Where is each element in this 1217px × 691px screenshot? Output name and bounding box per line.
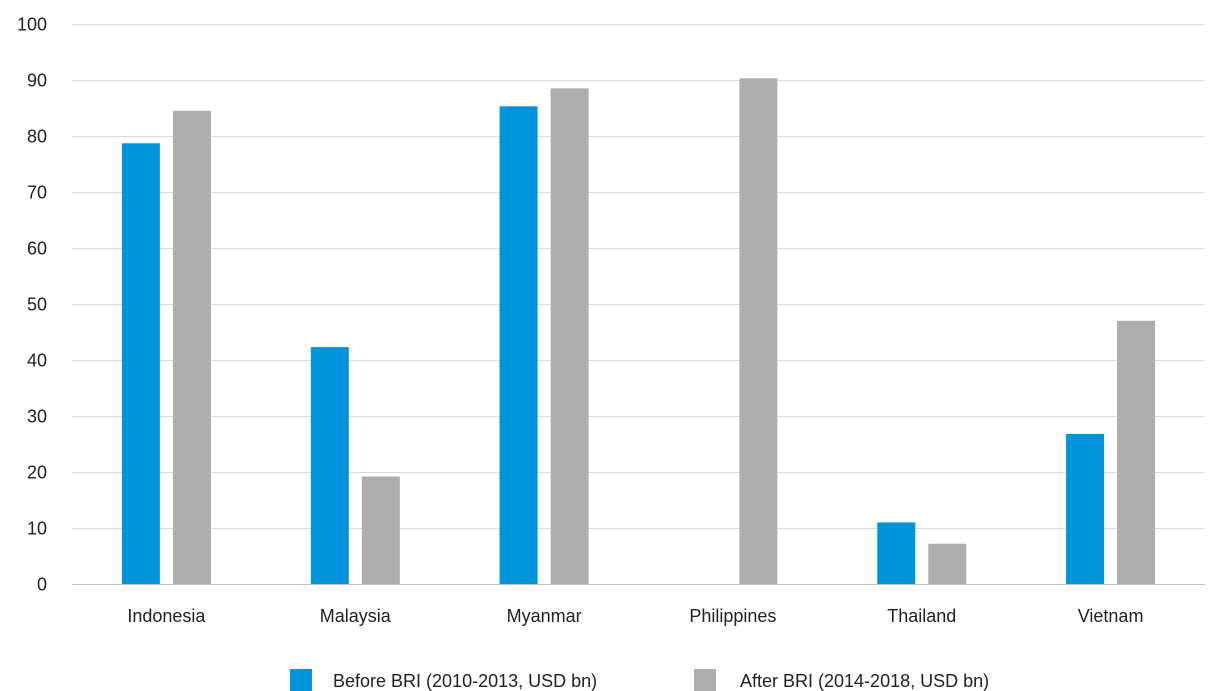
y-tick-label: 0 [37,575,47,595]
y-tick-label: 10 [27,519,47,539]
x-tick-label: Malaysia [320,606,392,626]
x-axis: Indonesia Malaysia Myanmar Philippines Thail… [127,606,1143,626]
legend-swatch [290,669,312,691]
y-tick-label: 30 [27,407,47,427]
bar-thailand-after [928,543,967,584]
x-tick-label: Philippines [689,606,776,626]
legend-label: After BRI (2014-2018, USD bn) [740,671,989,691]
bar-malaysia-after [361,476,400,584]
x-tick-label: Thailand [887,606,956,626]
bar-malaysia-before [310,347,349,584]
bar-vietnam-before [1066,433,1105,584]
bar-myanmar-before [499,106,538,585]
y-tick-label: 20 [27,463,47,483]
y-tick-label: 100 [17,15,47,35]
bar-thailand-before [877,522,916,584]
legend-swatch [694,669,716,691]
x-tick-label: Indonesia [127,606,206,626]
x-tick-label: Vietnam [1078,606,1144,626]
bar-vietnam-after [1117,320,1156,584]
y-tick-label: 60 [27,239,47,259]
legend-label: Before BRI (2010-2013, USD bn) [333,671,597,691]
bar-philippines-after [739,78,778,585]
y-tick-label: 50 [27,295,47,315]
y-tick-label: 90 [27,71,47,91]
legend: Before BRI (2010-2013, USD bn) After BRI … [290,669,989,691]
bar-myanmar-after [550,88,589,585]
gridlines [72,24,1205,585]
y-tick-label: 80 [27,127,47,147]
y-tick-label: 70 [27,183,47,203]
bar-indonesia-before [121,143,160,585]
bar-indonesia-after [172,110,211,585]
bars [121,78,1156,585]
y-axis: 0 10 20 30 40 50 60 70 80 90 100 [17,15,47,595]
y-tick-label: 40 [27,351,47,371]
x-tick-label: Myanmar [507,606,582,626]
